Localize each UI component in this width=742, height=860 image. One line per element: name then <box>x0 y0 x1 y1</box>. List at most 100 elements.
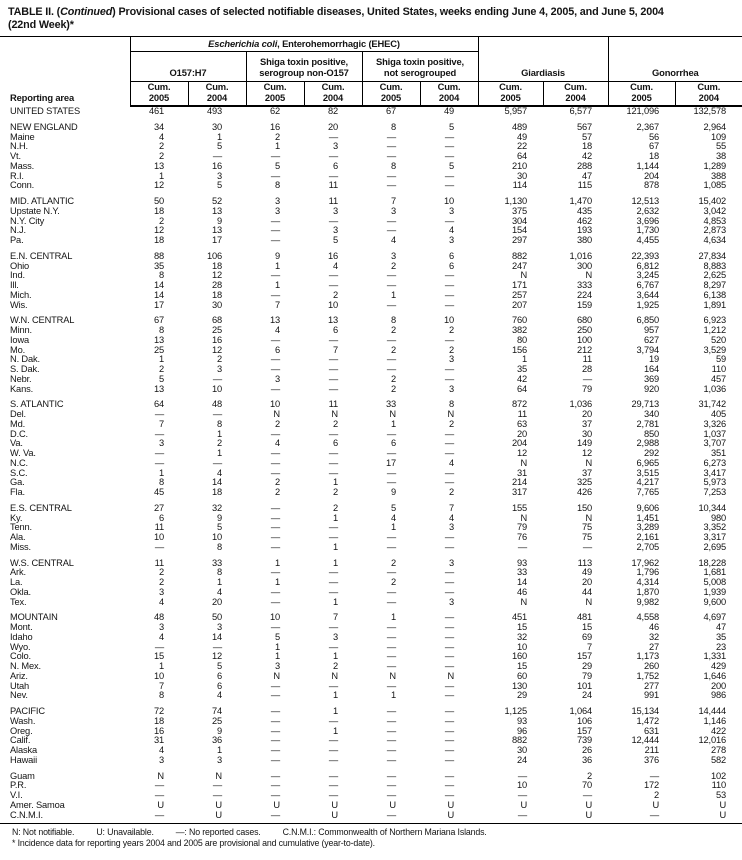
table-row: PACIFIC 72 74 — 1 — — 1,125 1,064 15,134 14,444 <box>0 701 742 717</box>
value-cell: 1,036 <box>703 383 727 394</box>
reporting-area-label: Iowa <box>10 334 30 345</box>
table-row: Fla. 45 18 2 2 9 2 317 426 7,765 7,253 <box>0 487 742 498</box>
value-cell: 2,781 <box>636 418 660 429</box>
value-cell: 3,042 <box>703 205 727 216</box>
value-cell: 288 <box>576 160 593 171</box>
reporting-area-label: Wis. <box>10 299 28 310</box>
value-cell: 2 <box>158 151 164 161</box>
value-cell: N <box>331 670 338 681</box>
value-cell: — <box>386 428 396 439</box>
value-cell: 11 <box>328 196 339 206</box>
value-cell: 1,064 <box>569 706 593 716</box>
value-cell: 14,444 <box>698 706 727 716</box>
value-cell: 79 <box>581 670 593 681</box>
value-cell: — <box>517 541 528 552</box>
value-cell: 33 <box>516 567 528 578</box>
value-cell: — <box>444 680 455 691</box>
value-cell: 4 <box>449 225 455 236</box>
value-cell: 739 <box>576 735 593 746</box>
value-cell: 3 <box>449 522 455 533</box>
value-cell: 351 <box>710 448 727 458</box>
value-cell: — <box>582 373 593 384</box>
reporting-area-label: Tenn. <box>10 522 32 533</box>
value-cell: — <box>154 428 164 439</box>
value-cell: 29 <box>581 661 593 671</box>
reporting-area-label: UNITED STATES <box>10 106 81 116</box>
value-cell: 6 <box>274 344 280 355</box>
value-cell: N <box>520 457 528 468</box>
value-cell: — <box>517 770 528 781</box>
footnotes: N: Not notifiable. U: Unavailable. —: No r… <box>0 827 742 849</box>
value-cell: 59 <box>716 354 727 365</box>
value-cell: 74 <box>211 706 222 716</box>
cum-2005-header: Cum. 2005 <box>362 81 421 107</box>
value-cell: — <box>444 780 455 791</box>
value-cell: — <box>649 809 660 820</box>
value-cell: — <box>328 622 338 632</box>
value-cell: — <box>328 770 338 781</box>
table-row: Ill. 14 28 1 — — — 171 333 6,767 8,297 <box>0 280 742 291</box>
value-cell: 18 <box>153 235 164 245</box>
value-cell: — <box>444 289 455 300</box>
value-cell: 164 <box>643 364 660 374</box>
reporting-area-label: N. Dak. <box>10 354 40 365</box>
reporting-area-label: Md. <box>10 418 26 429</box>
value-cell: 388 <box>710 170 727 181</box>
value-cell: — <box>444 735 455 746</box>
value-cell: N <box>520 270 528 281</box>
value-cell: 9 <box>216 215 222 226</box>
value-cell: 35 <box>716 631 727 642</box>
value-cell: 33 <box>211 557 222 568</box>
table-row: Conn. 12 5 8 11 — — 114 115 878 1,085 <box>0 180 742 191</box>
value-cell: 17,962 <box>631 557 660 568</box>
table-row: Mich. 14 18 — 2 1 — 257 224 3,644 6,138 <box>0 289 742 301</box>
value-cell: 4 <box>390 512 396 523</box>
value-cell: 3 <box>449 205 455 216</box>
value-cell: 1 <box>390 612 396 623</box>
value-cell: 317 <box>511 487 528 497</box>
value-cell: 872 <box>511 399 528 410</box>
value-cell: — <box>154 790 164 800</box>
value-cell: 130 <box>511 680 528 691</box>
value-cell: 30 <box>581 428 593 439</box>
table-row: N.C. — — — — 17 4 N N 6,965 6,273 <box>0 457 742 469</box>
value-cell: 93 <box>516 557 528 568</box>
table-row: Mont. 3 3 — — — — 15 15 46 47 <box>0 622 742 633</box>
value-cell: 12 <box>153 180 164 191</box>
value-cell: — <box>328 735 338 746</box>
reporting-area-label: W. Va. <box>10 448 36 458</box>
value-cell: N <box>585 270 593 281</box>
value-cell: — <box>270 151 280 161</box>
value-cell: 47 <box>716 622 727 632</box>
value-cell: 1,016 <box>569 250 593 261</box>
title-continued: Continued <box>60 6 113 18</box>
value-cell: 4,853 <box>703 215 727 226</box>
table-row: Utah 7 6 — — — — 130 101 277 200 <box>0 680 742 692</box>
value-cell: 8,297 <box>703 280 727 290</box>
table-row: Del. — — N N N N 11 20 340 405 <box>0 409 742 420</box>
value-cell: 957 <box>643 325 660 335</box>
table-row: MID. ATLANTIC 50 52 3 11 7 10 1,130 1,470 12,513 1… <box>0 191 742 207</box>
value-cell: — <box>386 790 396 800</box>
value-cell: 27 <box>153 502 164 513</box>
value-cell: 1,681 <box>703 567 727 578</box>
value-cell: — <box>386 225 396 236</box>
reporting-area-label: Amer. Samoa <box>10 799 65 810</box>
value-cell: 70 <box>581 780 593 791</box>
value-cell: 481 <box>576 612 593 623</box>
reporting-area-header: Reporting area <box>0 36 131 106</box>
value-cell: 1,730 <box>636 225 660 236</box>
value-cell: — <box>517 809 528 820</box>
value-cell: 250 <box>576 325 593 335</box>
value-cell: 121,096 <box>626 106 660 116</box>
value-cell: 193 <box>576 225 593 236</box>
value-cell: 31 <box>516 467 528 478</box>
value-cell: — <box>328 428 338 439</box>
value-cell: 462 <box>576 215 593 226</box>
value-cell: 300 <box>576 260 593 271</box>
value-cell: 461 <box>148 106 164 116</box>
value-cell: 20 <box>516 428 528 439</box>
value-cell: 100 <box>576 334 593 345</box>
value-cell: 17 <box>153 299 164 310</box>
